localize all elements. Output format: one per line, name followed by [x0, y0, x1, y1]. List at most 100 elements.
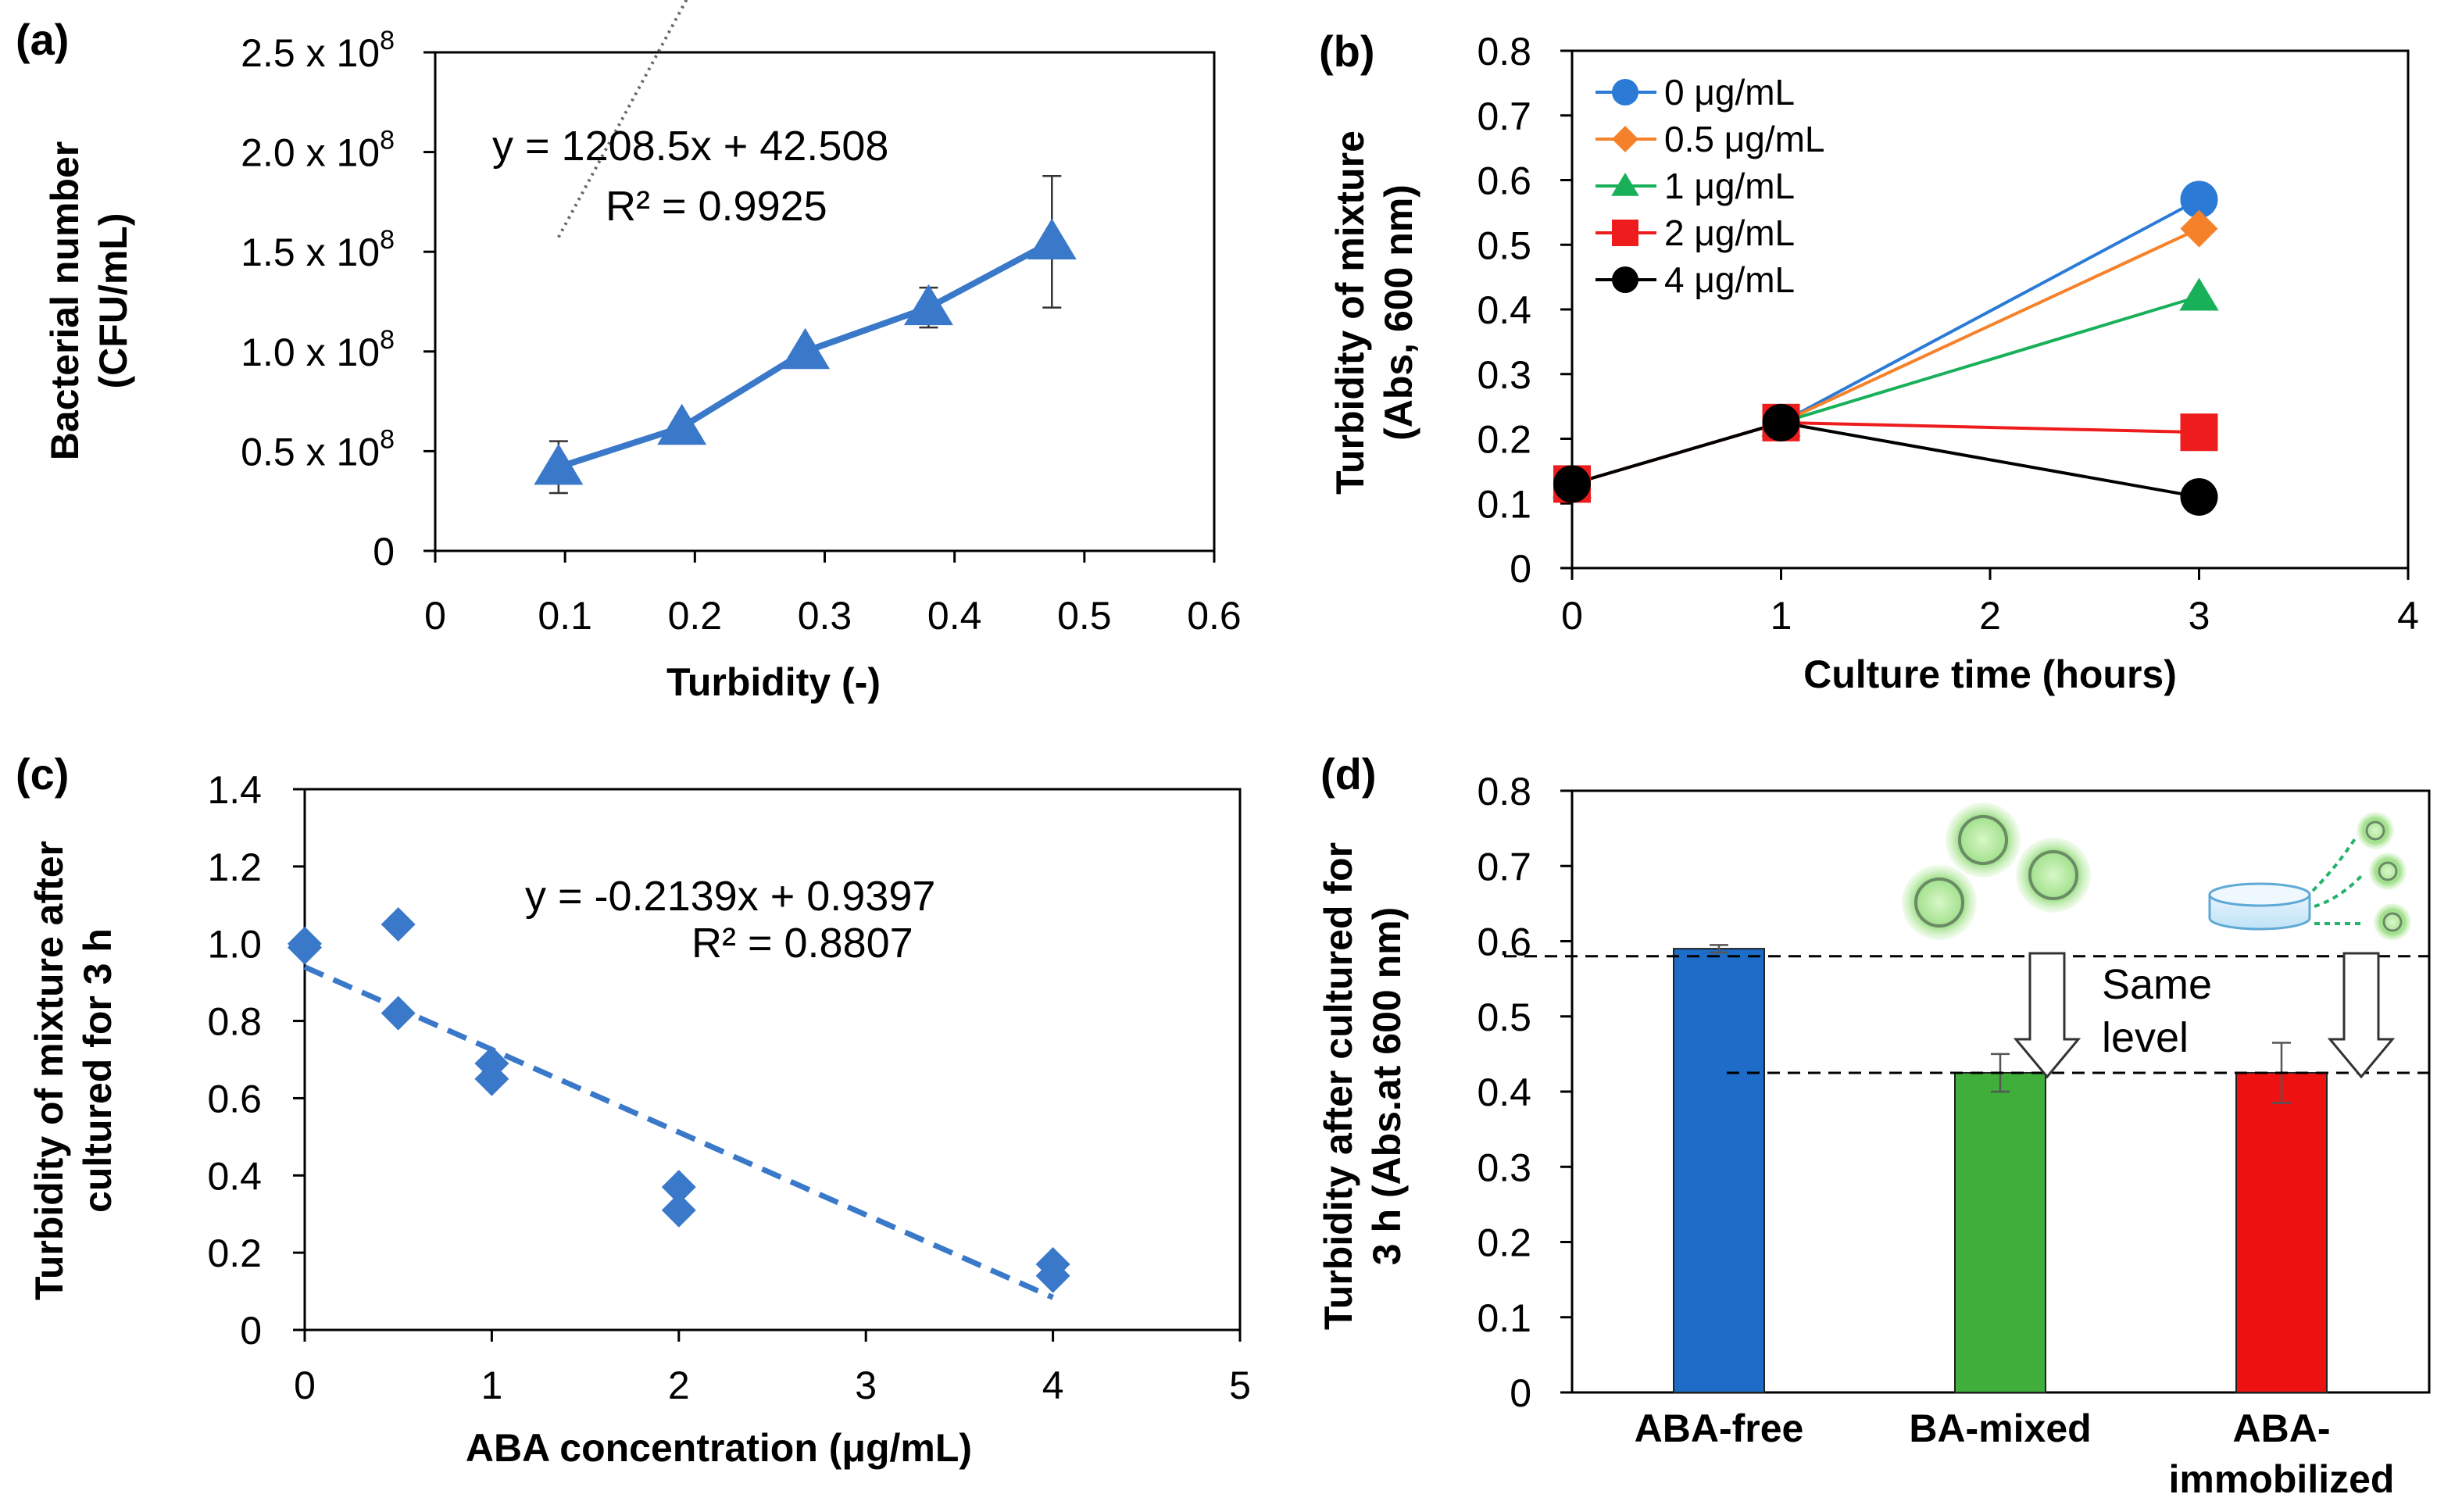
panel-d-y-ticks: 00.10.20.30.40.50.60.70.8 — [1477, 770, 1572, 1415]
bar — [1954, 1071, 2046, 1393]
legend-marker — [1611, 173, 1639, 196]
y-tick-label: 0.4 — [1477, 288, 1531, 332]
y-tick-label: 0 — [240, 1309, 262, 1353]
panel-c-ylabel: Turbidity of mixture after cultured for … — [27, 841, 120, 1300]
x-category-label: ABA- — [2233, 1407, 2331, 1450]
y-tick-label: 0.5 x 108 — [241, 424, 395, 474]
down-arrow-icon — [2013, 952, 2081, 1079]
panel-b-label: (b) — [1319, 27, 1375, 76]
panel-b: (b) Turbidity of mixture (Abs, 600 nm) 0… — [1319, 27, 2419, 696]
data-point — [381, 995, 416, 1031]
x-tick-label: 0.2 — [668, 594, 723, 638]
x-tick-label: 0 — [294, 1364, 316, 1407]
data-point — [2180, 181, 2218, 219]
panel-a-label: (a) — [16, 15, 69, 64]
panel-b-plot — [1552, 181, 2219, 516]
panel-d-ylabel: Turbidity after cultured for 3 h (Abs.at… — [1317, 842, 1409, 1330]
legend-marker — [1612, 79, 1638, 105]
cells-illustration — [1902, 802, 2091, 940]
x-tick-label: 0.1 — [538, 594, 592, 638]
y-tick-label: 0.3 — [1477, 353, 1531, 397]
panel-c-y-ticks: 0 0.2 0.4 0.6 0.8 1.0 1.2 1.4 — [207, 768, 305, 1353]
y-tick-label: 1.4 — [207, 768, 262, 812]
panel-a-y-ticks: 0 0.5 x 108 1.0 x 108 1.5 x 108 2.0 x 108 2.5… — [241, 26, 435, 574]
y-tick-label: 0.8 — [207, 1000, 262, 1044]
panel-d: (d) Turbidity after cultured for 3 h (Ab… — [1317, 749, 2431, 1501]
dish-illustration — [2208, 812, 2411, 941]
data-point — [661, 1170, 696, 1205]
panel-a-r2: R² = 0.9925 — [606, 183, 827, 230]
data-point — [1762, 403, 1800, 441]
panel-c-plot-frame — [303, 788, 1242, 1331]
x-tick-label: 2 — [668, 1364, 690, 1407]
panel-b-legend: 0 μg/mL 0.5 μg/mL 1 μg/mL 2 μg/mL 4 μg/mL — [1595, 72, 1825, 300]
legend-label: 1 μg/mL — [1664, 166, 1795, 206]
series-line — [1571, 420, 2199, 486]
panel-d-ylabel-line2: 3 h (Abs.at 600 nm) — [1365, 907, 1409, 1265]
y-tick-label: 0.6 — [1477, 159, 1531, 203]
y-tick-label: 0.2 — [1477, 418, 1531, 462]
x-tick-label: 0.5 — [1057, 594, 1112, 638]
x-tick-label: 1 — [481, 1364, 502, 1407]
x-category-label-line2: immobilized — [2169, 1457, 2395, 1501]
panel-d-annotation-line2: level — [2102, 1014, 2189, 1061]
y-tick-label: 1.0 x 108 — [241, 325, 395, 374]
y-tick-label: 0.2 — [1477, 1221, 1531, 1265]
y-tick-label: 1.5 x 108 — [241, 225, 395, 274]
panel-c-ylabel-line1: Turbidity of mixture after — [27, 841, 71, 1300]
data-point — [903, 284, 953, 326]
data-point — [657, 403, 707, 445]
panel-c-label: (c) — [16, 749, 69, 799]
down-arrow-icon — [2327, 952, 2396, 1079]
y-tick-label: 2.5 x 108 — [241, 26, 395, 75]
panel-a-x-ticks: 0 0.1 0.2 0.3 0.4 0.5 0.6 — [424, 551, 1242, 638]
y-tick-label: 0.4 — [207, 1154, 262, 1198]
panel-c-equation: y = -0.2139x + 0.9397 — [525, 873, 935, 920]
bar — [2235, 1071, 2328, 1393]
y-tick-label: 0.4 — [1477, 1071, 1531, 1114]
panel-a-xlabel: Turbidity (-) — [666, 660, 881, 704]
y-tick-label: 0 — [373, 530, 395, 574]
y-tick-label: 1.0 — [207, 923, 262, 967]
data-point — [381, 907, 416, 942]
y-tick-label: 0.1 — [1477, 482, 1531, 526]
x-tick-label: 3 — [855, 1364, 877, 1407]
data-point — [1553, 465, 1591, 503]
panel-c-ylabel-line2: cultured for 3 h — [76, 928, 120, 1213]
y-tick-label: 0.7 — [1477, 95, 1531, 138]
data-point — [2180, 413, 2218, 452]
legend-marker — [1612, 266, 1638, 293]
data-point — [2180, 209, 2218, 248]
x-tick-label: 1 — [1771, 594, 1792, 638]
panel-d-x-ticks: ABA-free BA-mixed ABA-immobilized — [1635, 1407, 2395, 1501]
legend-label: 4 μg/mL — [1664, 259, 1795, 300]
data-point — [534, 443, 584, 485]
y-tick-label: 0.5 — [1477, 223, 1531, 267]
panel-d-annotation-line1: Same — [2102, 961, 2212, 1008]
y-tick-label: 0.3 — [1477, 1146, 1531, 1189]
data-point — [2179, 277, 2219, 311]
x-category-label: ABA-free — [1635, 1407, 1804, 1450]
x-tick-label: 0 — [1561, 594, 1583, 638]
y-tick-label: 0.8 — [1477, 770, 1531, 813]
legend-label: 2 μg/mL — [1664, 213, 1795, 253]
legend-label: 0 μg/mL — [1664, 72, 1795, 113]
x-tick-label: 0.4 — [927, 594, 982, 638]
y-tick-label: 1.2 — [207, 845, 262, 889]
panel-a-equation: y = 1208.5x + 42.508 — [492, 123, 888, 170]
legend-marker — [1612, 220, 1638, 246]
panel-a-plot — [534, 0, 1077, 495]
panel-a: (a) Bacterial number (CFU/mL) 0 0.5 x 108… — [16, 0, 1242, 704]
panel-c: (c) Turbidity of mixture after cultured … — [16, 749, 1251, 1470]
panel-d-ylabel-line1: Turbidity after cultured for — [1317, 842, 1360, 1330]
x-tick-label: 3 — [2189, 594, 2210, 638]
panel-b-ylabel-line2: (Abs, 600 nm) — [1377, 184, 1420, 441]
x-tick-label: 4 — [2397, 594, 2419, 638]
data-point — [781, 327, 831, 370]
x-tick-label: 0.3 — [798, 594, 852, 638]
x-tick-label: 0 — [424, 594, 446, 638]
data-point — [288, 930, 322, 965]
panel-a-ylabel-line2: (CFU/mL) — [91, 213, 135, 389]
y-tick-label: 0.8 — [1477, 30, 1531, 73]
